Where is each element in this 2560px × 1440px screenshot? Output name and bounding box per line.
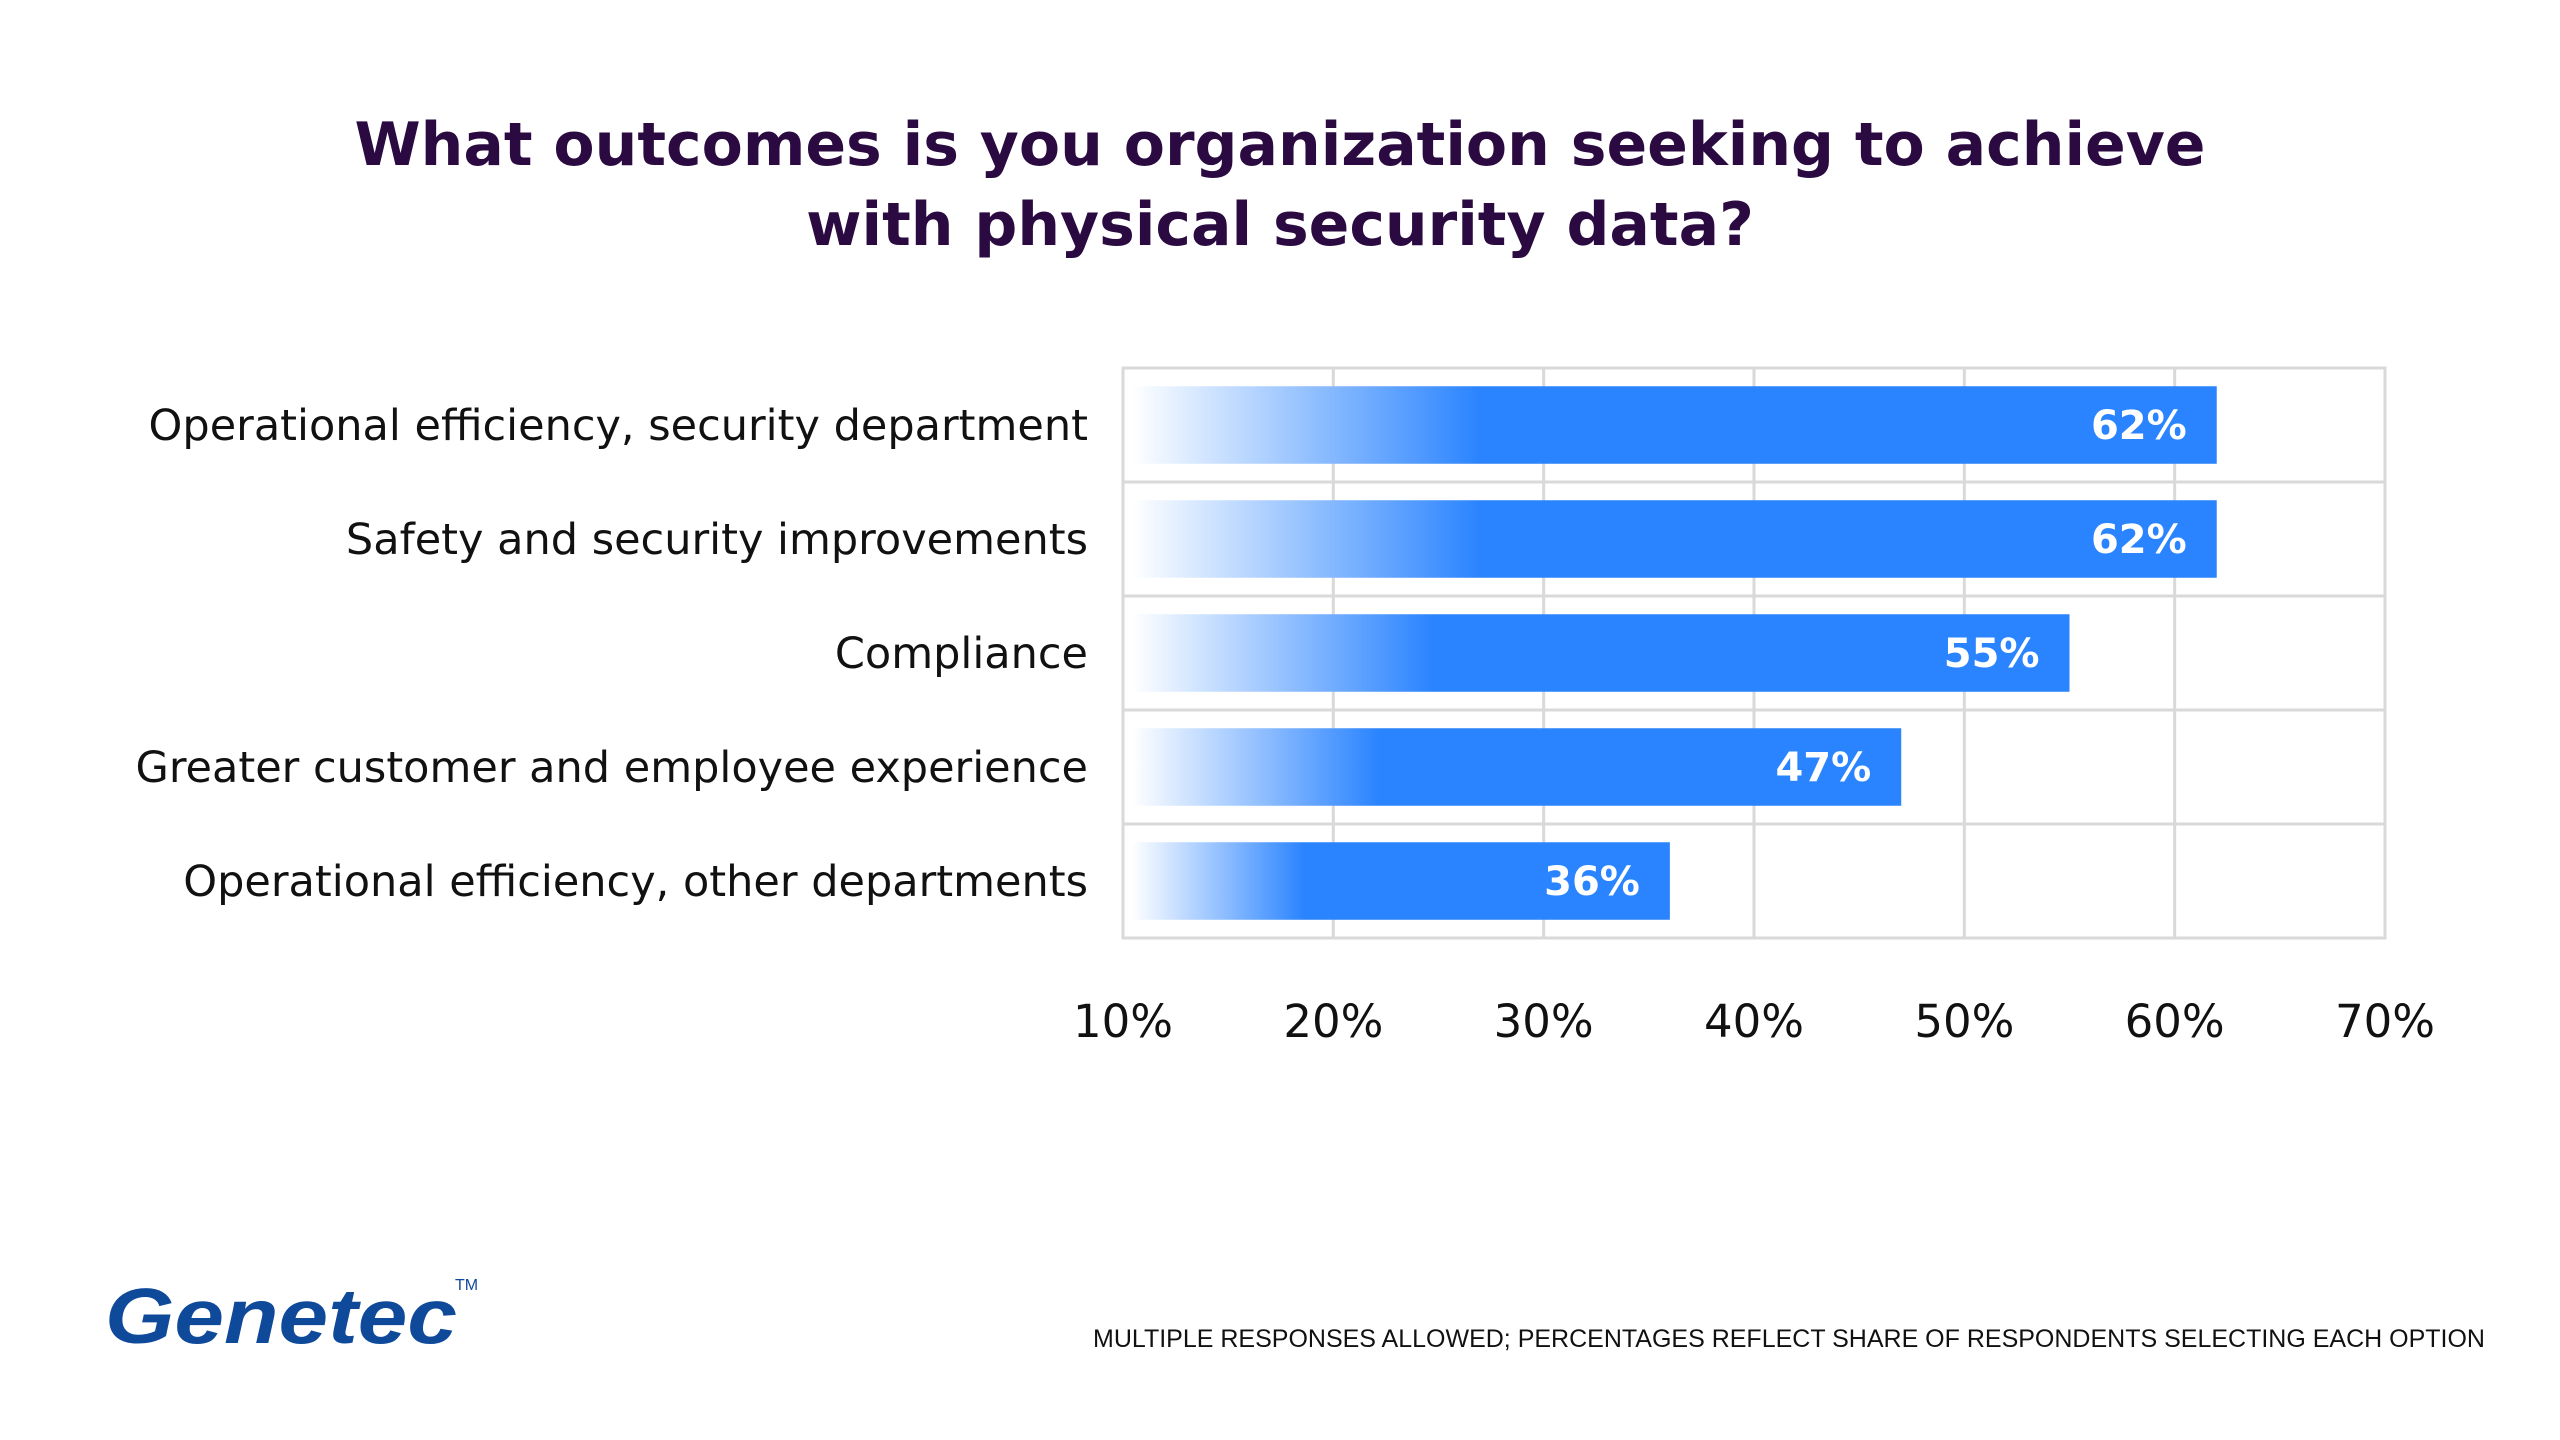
x-tick-label-30: 30% xyxy=(1494,995,1594,1048)
bar-4 xyxy=(1132,728,1902,806)
bar-1 xyxy=(1132,386,2217,464)
bar-value-label-1: 62% xyxy=(2091,403,2187,449)
footnote: MULTIPLE RESPONSES ALLOWED; PERCENTAGES … xyxy=(1093,1325,2485,1353)
x-tick-label-40: 40% xyxy=(1704,995,1804,1048)
bar-value-label-3: 55% xyxy=(1944,631,2040,677)
value-labels: 62% 62% 55% 47% 36% xyxy=(1544,403,2187,905)
category-label-3: Compliance xyxy=(835,629,1088,679)
bar-2 xyxy=(1132,500,2217,578)
bars xyxy=(1132,386,2217,920)
x-tick-label-70: 70% xyxy=(2335,995,2435,1048)
x-tick-label-20: 20% xyxy=(1283,995,1383,1048)
bar-5 xyxy=(1132,842,1670,920)
chart-title-line1: What outcomes is you organization seekin… xyxy=(354,110,2205,180)
bar-value-label-5: 36% xyxy=(1544,859,1640,905)
bar-value-label-2: 62% xyxy=(2091,517,2187,563)
x-tick-label-50: 50% xyxy=(1914,995,2014,1048)
x-tick-label-10: 10% xyxy=(1073,995,1173,1048)
category-labels: Operational efficiency, security departm… xyxy=(136,401,1089,907)
bar-value-label-4: 47% xyxy=(1775,745,1871,791)
category-label-4: Greater customer and employee experience xyxy=(136,743,1089,793)
logo-wordmark: Genetec xyxy=(105,1272,457,1360)
x-tick-labels: 10% 20% 30% 40% 50% 60% 70% xyxy=(1073,995,2435,1048)
chart-title-line2: with physical security data? xyxy=(806,190,1754,260)
category-label-1: Operational efficiency, security departm… xyxy=(149,401,1088,451)
category-label-5: Operational efficiency, other department… xyxy=(183,857,1088,907)
logo-trademark: TM xyxy=(455,1277,478,1294)
genetec-logo: Genetec TM xyxy=(105,1272,478,1360)
x-tick-label-60: 60% xyxy=(2125,995,2225,1048)
bar-3 xyxy=(1132,614,2070,692)
category-label-2: Safety and security improvements xyxy=(346,515,1088,565)
